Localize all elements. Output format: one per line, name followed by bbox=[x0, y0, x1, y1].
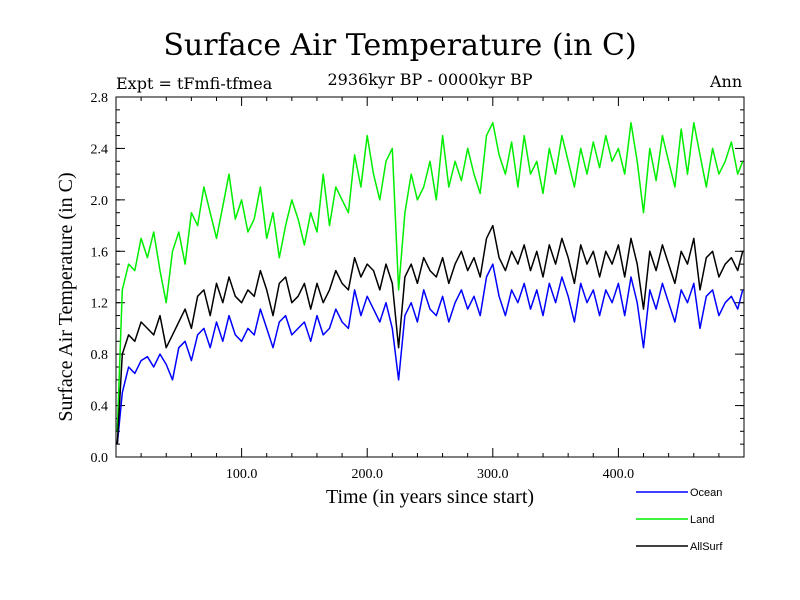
y-axis-title: Surface Air Temperature (in C) bbox=[55, 172, 77, 421]
legend: Ocean Land AllSurf bbox=[636, 487, 723, 553]
y-tick-label: 0.0 bbox=[91, 451, 109, 466]
y-tick-label: 1.2 bbox=[91, 297, 109, 312]
x-axis: 100.0 200.0 300.0 400.0 bbox=[140, 97, 720, 482]
series-line-allsurf bbox=[116, 224, 744, 445]
series-lines bbox=[116, 121, 744, 445]
legend-label-allsurf: AllSurf bbox=[690, 541, 723, 553]
x-tick-label: 100.0 bbox=[226, 467, 258, 482]
y-tick-label: 1.6 bbox=[91, 245, 109, 260]
series-line-ocean bbox=[116, 263, 744, 445]
y-tick-label: 0.4 bbox=[91, 400, 109, 415]
x-tick-label: 200.0 bbox=[351, 467, 383, 482]
legend-label-ocean: Ocean bbox=[690, 487, 722, 499]
y-tick-label: 2.4 bbox=[91, 142, 109, 157]
y-axis: 0.0 0.4 0.8 1.2 1.6 2.0 2.4 2.8 bbox=[91, 91, 744, 466]
chart-title: Surface Air Temperature (in C) bbox=[163, 28, 637, 63]
experiment-label: Expt = tFmfi-tfmea bbox=[116, 74, 273, 93]
y-tick-label: 2.0 bbox=[91, 194, 109, 209]
period-label: 2936kyr BP - 0000kyr BP bbox=[327, 70, 533, 89]
x-axis-title: Time (in years since start) bbox=[326, 486, 534, 508]
x-tick-label: 300.0 bbox=[477, 467, 509, 482]
series-line-land bbox=[116, 121, 744, 432]
y-tick-label: 0.8 bbox=[91, 348, 109, 363]
x-tick-label: 400.0 bbox=[603, 467, 635, 482]
season-label: Ann bbox=[710, 72, 743, 91]
y-tick-label: 2.8 bbox=[91, 91, 109, 106]
legend-label-land: Land bbox=[690, 514, 714, 526]
